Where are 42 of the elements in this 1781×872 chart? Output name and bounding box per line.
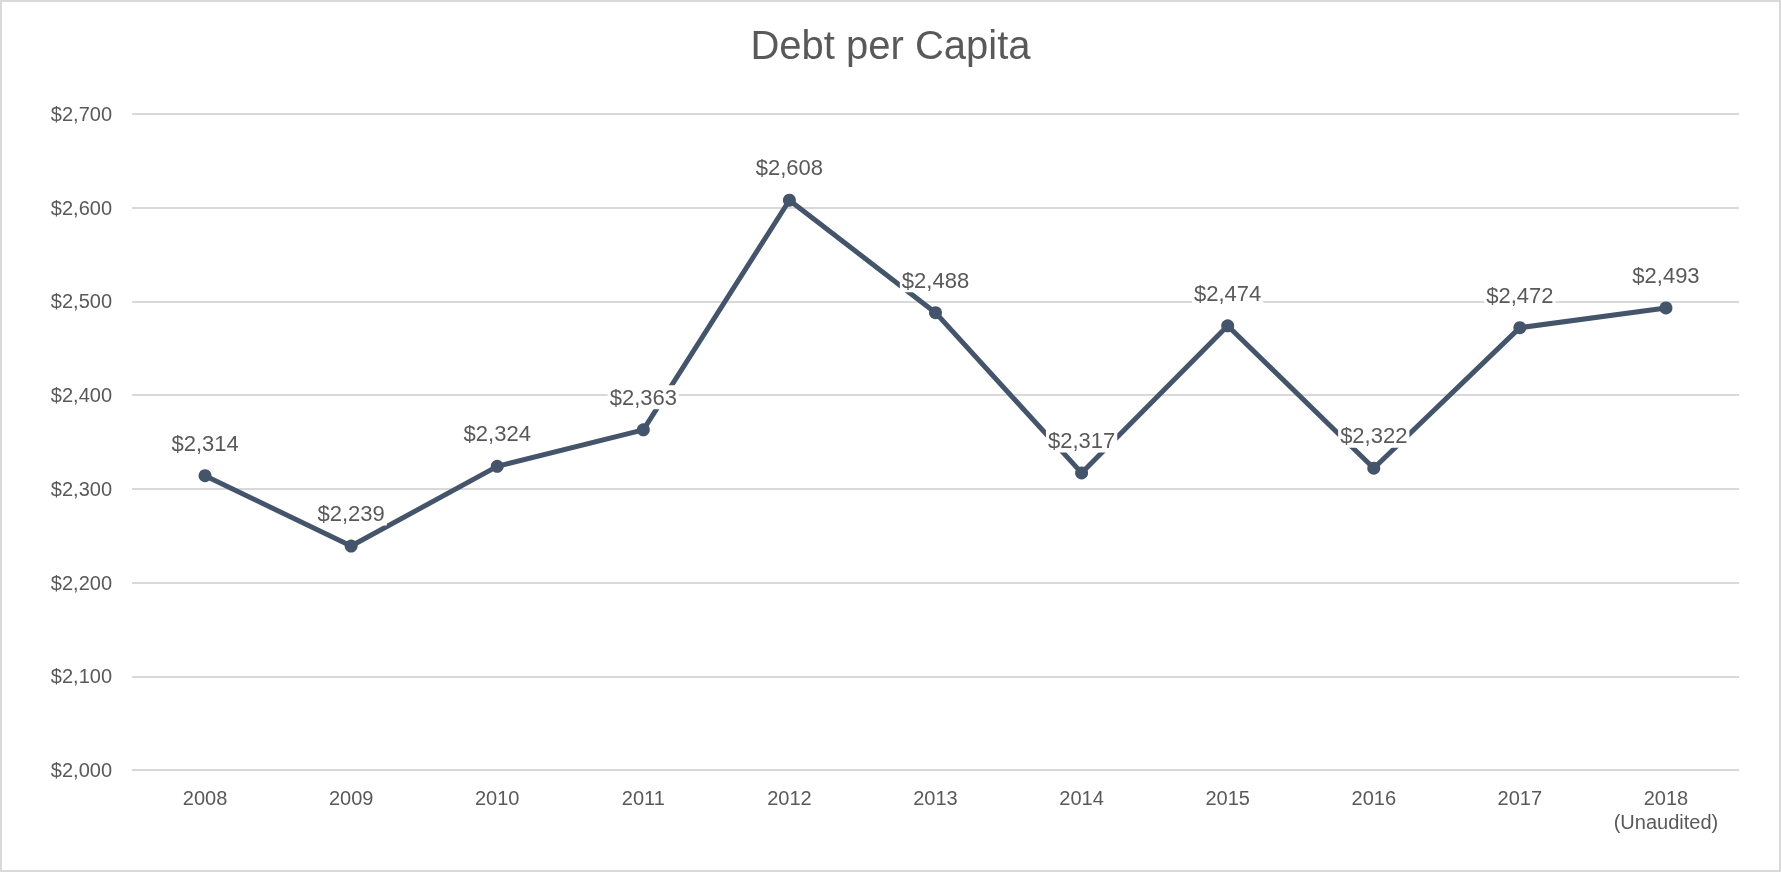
y-tick-label: $2,400 — [50, 384, 112, 407]
point — [490, 459, 504, 473]
point — [1075, 466, 1089, 480]
y-tick-label: $2,600 — [50, 196, 112, 219]
x-tick-label: 2015 — [1205, 787, 1250, 809]
x-tick-label: 2014 — [1059, 787, 1104, 809]
point — [198, 469, 212, 483]
data-label: $2,488 — [901, 267, 970, 293]
x-tick-label: 2009 — [328, 787, 374, 809]
point — [1513, 321, 1527, 335]
y-tick-label: $2,500 — [50, 290, 112, 313]
data-label: $2,324 — [463, 421, 531, 447]
point — [1221, 319, 1235, 333]
data-label: $2,493 — [1632, 262, 1700, 288]
data-label: $2,363 — [609, 384, 677, 410]
x-tick-label: 2013 — [913, 787, 958, 809]
y-tick-label: $2,000 — [50, 759, 112, 781]
point — [1367, 461, 1381, 475]
y-tick-label: $2,100 — [50, 665, 112, 688]
y-tick-label: $2,200 — [50, 571, 112, 594]
y-tick-label: $2,300 — [50, 477, 112, 500]
data-label: $2,317 — [1047, 427, 1116, 453]
point — [636, 423, 650, 437]
x-tick-label: 2018 (Unaudited) — [1613, 787, 1719, 833]
data-label: $2,608 — [755, 155, 824, 181]
point — [929, 306, 942, 320]
y-tick-label: $2,700 — [50, 103, 112, 125]
x-tick-label: 2008 — [182, 787, 228, 809]
x-tick-label: 2010 — [474, 787, 520, 809]
point — [1659, 301, 1673, 315]
x-tick-label: 2016 — [1351, 787, 1397, 809]
point — [344, 539, 358, 553]
x-tick-label: 2011 — [621, 787, 665, 809]
x-tick-label: 2012 — [767, 787, 812, 809]
point — [782, 193, 796, 207]
data-label: $2,322 — [1340, 423, 1408, 449]
data-label: $2,239 — [317, 501, 385, 527]
data-label: $2,472 — [1486, 282, 1554, 308]
data-label: $2,474 — [1194, 280, 1262, 306]
x-tick-label: 2017 — [1497, 787, 1543, 809]
data-label: $2,314 — [171, 430, 239, 456]
chart-title: Debt per Capita — [750, 23, 1032, 67]
